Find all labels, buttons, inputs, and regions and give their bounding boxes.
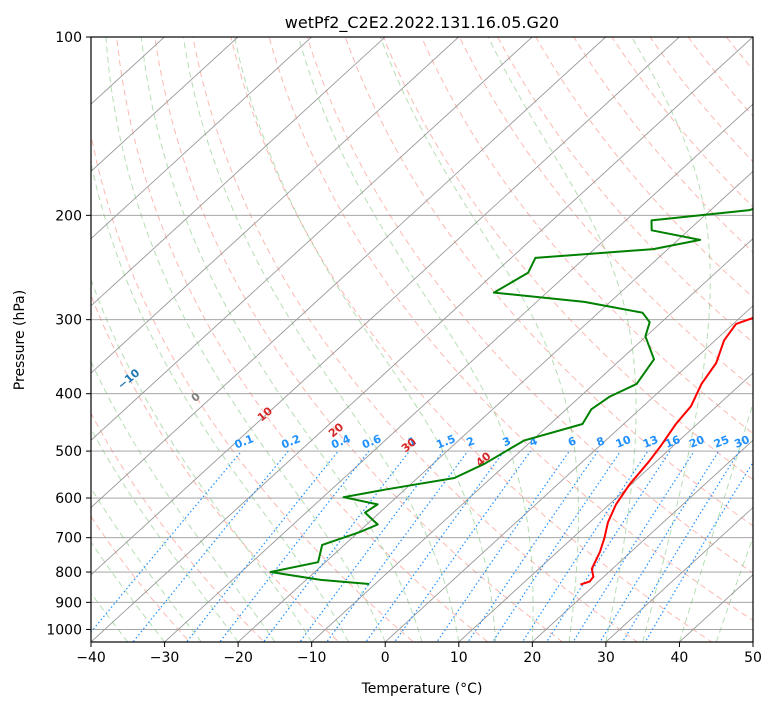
moist-adiabat-line: [141, 37, 422, 642]
isotherm-line: [0, 10, 268, 654]
mixing-ratio-label: 25: [712, 433, 731, 451]
dry-adiabat-label: −20: [50, 346, 77, 372]
dry-adiabat-line: [336, 11, 775, 654]
isotherm-line: [151, 10, 775, 654]
mixing-ratio-line: [515, 451, 648, 654]
moist-adiabat-line: [235, 37, 496, 642]
y-tick-label: 700: [55, 531, 82, 547]
mixing-ratio-line: [460, 451, 598, 654]
y-tick-label: 300: [55, 313, 82, 329]
x-tick-label: −40: [76, 650, 106, 666]
moist-adiabat-line: [106, 37, 385, 642]
x-tick-label: 50: [744, 650, 762, 666]
mixing-ratio-label: 0.1: [233, 432, 256, 451]
dewpoint-profile-line: [271, 37, 775, 584]
mixing-ratio-label: 16: [663, 433, 682, 451]
x-tick-label: 0: [381, 650, 390, 666]
isotherm-line: [0, 10, 415, 654]
x-tick-label: −20: [223, 650, 253, 666]
moist-adiabat-line: [24, 37, 275, 642]
mixing-ratio-label: 2: [465, 434, 477, 449]
mixing-ratio-label: 13: [641, 433, 660, 451]
dry-adiabat-label: −10: [115, 366, 142, 392]
y-tick-label: 600: [55, 491, 82, 507]
isotherm-line: [593, 10, 775, 654]
y-tick-label: 200: [55, 208, 82, 224]
mixing-ratio-label: 0.6: [360, 432, 383, 451]
moist-adiabat-line: [632, 37, 710, 642]
x-tick-label: 30: [597, 650, 615, 666]
y-tick-label: 400: [55, 387, 82, 403]
dry-adiabat-line: [559, 11, 775, 654]
y-tick-label: 100: [55, 30, 82, 46]
mixing-ratio-label: 36: [753, 433, 772, 451]
moist-adiabat-line: [488, 37, 636, 642]
dry-adiabat-line: [411, 11, 775, 654]
x-tick-label: 10: [450, 650, 468, 666]
moist-adiabat-line: [0, 37, 238, 642]
mixing-ratio-label: 20: [687, 433, 706, 451]
isotherm-line: [0, 10, 635, 654]
moist-adiabat-line: [380, 37, 578, 642]
dry-adiabat-line: [596, 11, 775, 654]
dry-adiabat-line: [522, 11, 775, 654]
x-tick-label: 20: [523, 650, 541, 666]
moist-adiabat-line: [48, 37, 311, 642]
dry-adiabat-line: [40, 11, 352, 654]
moist-adiabat-line: [0, 37, 201, 642]
mixing-ratio-line: [429, 451, 570, 654]
isotherm-line: [0, 10, 341, 654]
moist-adiabat-line: [298, 37, 533, 642]
dry-adiabat-line: [448, 11, 775, 654]
mixing-ratio-line: [211, 451, 369, 654]
dry-adiabat-label: 10: [255, 404, 275, 424]
x-axis-label: Temperature (°C): [361, 681, 483, 697]
y-tick-label: 800: [55, 565, 82, 581]
y-tick-label: 900: [55, 595, 82, 611]
chart-title: wetPf2_C2E2.2022.131.16.05.G20: [285, 13, 559, 33]
isotherm-line: [666, 10, 775, 654]
isotherm-line: [4, 10, 709, 654]
isotherm-line: [78, 10, 775, 654]
dry-adiabat-line: [374, 11, 775, 654]
x-tick-label: −10: [297, 650, 327, 666]
isotherm-line: [0, 10, 194, 654]
dry-adiabat-line: [188, 11, 654, 654]
dry-adiabat-line: [151, 11, 578, 654]
dry-adiabat-label: 0: [189, 390, 203, 405]
mixing-ratio-label: 0.2: [279, 432, 302, 451]
dry-adiabat-line: [77, 11, 427, 654]
y-axis-label: Pressure (hPa): [12, 290, 28, 390]
isotherm-line: [225, 10, 775, 654]
dry-adiabat-line: [670, 11, 775, 654]
y-tick-label: 500: [55, 444, 82, 460]
isotherm-line: [372, 10, 775, 654]
dry-adiabat-line: [744, 11, 775, 654]
mixing-ratio-line: [123, 451, 288, 654]
mixing-ratio-label: 30: [732, 433, 751, 451]
mixing-ratio-label: 10: [614, 433, 633, 451]
y-tick-label: 1000: [46, 622, 82, 638]
x-tick-label: −30: [150, 650, 180, 666]
isotherm-line: [0, 10, 488, 654]
x-tick-label: 40: [671, 650, 689, 666]
mixing-ratio-label: 1.5: [434, 432, 457, 451]
mixing-ratio-label: 6: [566, 434, 578, 449]
dry-adiabat-line: [0, 11, 201, 654]
mixing-ratio-line: [539, 451, 670, 654]
dry-adiabat-line: [633, 11, 775, 654]
